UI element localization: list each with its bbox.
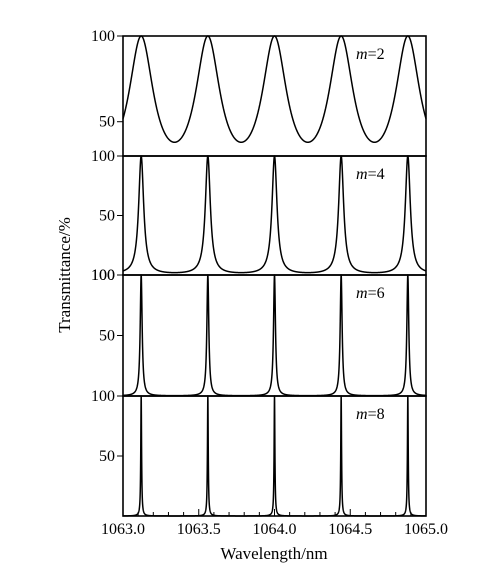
y-tick-label: 100	[91, 28, 115, 45]
panel-m=8: 50 m=8	[99, 395, 427, 517]
x-tick-label: 1064.0	[253, 521, 297, 538]
panel-label-value: =6	[368, 285, 385, 302]
y-axis-label: Transmittance/%	[55, 217, 74, 333]
y-tick-label: 100	[91, 148, 115, 165]
y-tick-label: 100	[91, 267, 115, 284]
panel-label-value: =2	[368, 46, 385, 63]
panel-label: m=4	[356, 166, 385, 183]
x-axis: 1063.0 1063.5 1064.0 1064.5 1065.0	[101, 509, 448, 538]
panel-m=4: 100 50 100 m=4	[91, 148, 427, 284]
x-tick-label: 1065.0	[404, 521, 448, 538]
y-tick-label: 50	[99, 328, 115, 345]
panel-label: m=6	[356, 285, 385, 302]
panel-label-m: m	[356, 285, 368, 302]
y-tick-label: 50	[99, 114, 115, 131]
x-tick-label: 1063.0	[101, 521, 145, 538]
panel-label-m: m	[356, 166, 368, 183]
panel-label-value: =8	[368, 406, 385, 423]
panel-label-m: m	[356, 46, 368, 63]
panel-m=2: 50 100 m=2	[91, 28, 427, 157]
x-axis-label: Wavelength/nm	[220, 544, 327, 563]
y-tick-label: 100	[91, 267, 115, 284]
panel-label: m=2	[356, 46, 385, 63]
panel-label: m=8	[356, 406, 385, 423]
x-tick-label: 1064.5	[328, 521, 372, 538]
panel-label-value: =4	[368, 166, 385, 183]
panel-m=6: 100 50 100 m=6	[91, 267, 427, 405]
y-tick-label: 50	[99, 448, 115, 465]
panel-label-m: m	[356, 406, 368, 423]
x-tick-label: 1063.5	[177, 521, 221, 538]
y-tick-label: 50	[99, 208, 115, 225]
y-tick-label: 100	[91, 388, 115, 405]
